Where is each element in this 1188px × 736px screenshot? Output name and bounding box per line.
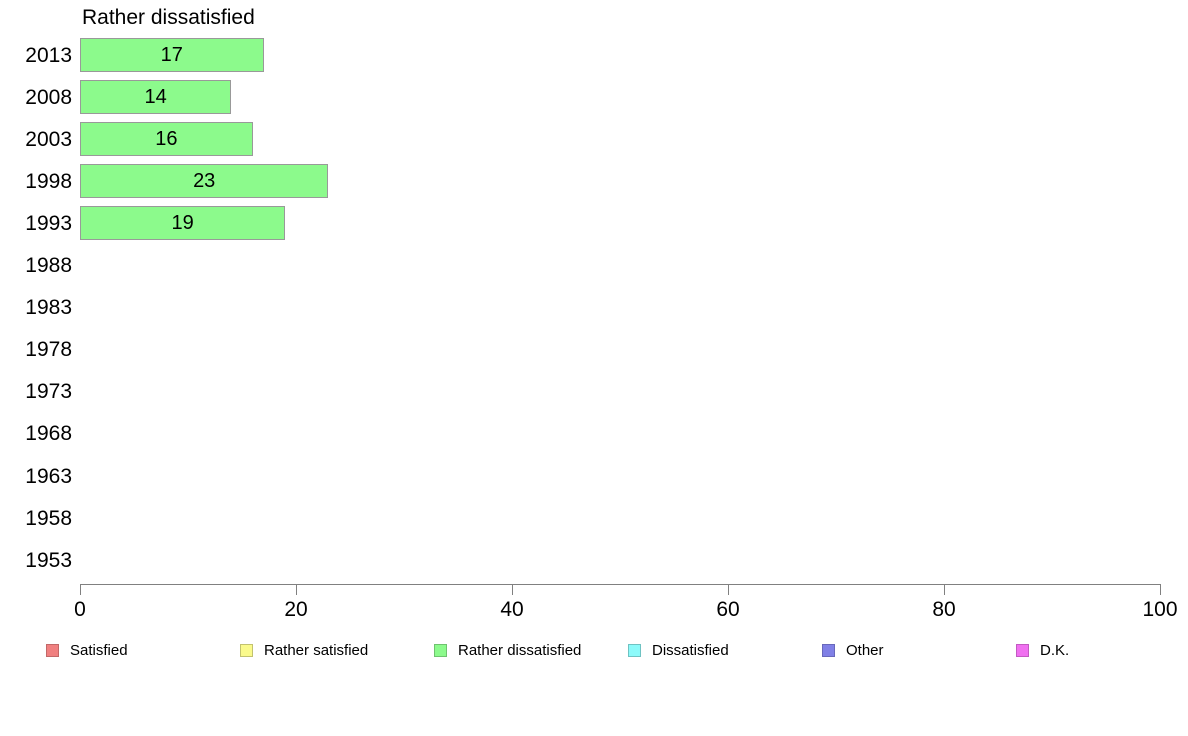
legend-item-d-k: D.K. — [1016, 642, 1070, 659]
bar-value-label: 19 — [171, 211, 194, 234]
y-axis-label: 1998 — [25, 169, 72, 193]
x-axis-tick-label: 0 — [74, 598, 86, 621]
legend-item-dissatisfied: Dissatisfied — [628, 642, 729, 659]
legend-item-satisfied: Satisfied — [46, 642, 128, 659]
x-axis-tick-label: 80 — [932, 598, 956, 621]
x-axis-tick-label: 60 — [716, 598, 740, 621]
legend-swatch — [1016, 644, 1029, 657]
bar-value-label: 14 — [144, 85, 167, 108]
y-axis-label: 1963 — [25, 464, 72, 488]
y-axis-label: 1968 — [25, 422, 72, 446]
x-axis-tick — [728, 584, 729, 595]
legend-item-rather-satisfied: Rather satisfied — [240, 642, 369, 659]
bar: 16 — [80, 122, 253, 157]
y-axis-label: 1983 — [25, 296, 72, 320]
x-axis-tick — [512, 584, 513, 595]
bar-value-label: 17 — [160, 43, 183, 66]
y-axis-label: 2008 — [25, 85, 72, 109]
legend-swatch — [434, 644, 447, 657]
x-axis-line — [80, 584, 1160, 585]
legend-item-rather-dissatisfied: Rather dissatisfied — [434, 642, 582, 659]
legend-swatch — [822, 644, 835, 657]
x-axis-tick — [296, 584, 297, 595]
legend-swatch — [46, 644, 59, 657]
x-axis-tick-label: 100 — [1142, 598, 1178, 621]
bar-value-label: 23 — [193, 169, 216, 192]
legend-label: Satisfied — [70, 642, 128, 659]
x-axis-tick-label: 40 — [500, 598, 524, 621]
y-axis-label: 1973 — [25, 380, 72, 404]
y-axis-label: 2003 — [25, 127, 72, 151]
legend-label: Other — [846, 642, 884, 659]
legend-swatch — [240, 644, 253, 657]
bar: 19 — [80, 206, 286, 241]
x-axis-tick — [1160, 584, 1161, 595]
legend-swatch — [628, 644, 641, 657]
y-axis-label: 1958 — [25, 506, 72, 530]
x-axis-tick-label: 20 — [284, 598, 308, 621]
bar: 17 — [80, 38, 264, 72]
y-axis-label: 1978 — [25, 338, 72, 362]
legend-label: D.K. — [1040, 642, 1070, 659]
bar: 14 — [80, 80, 232, 115]
legend-label: Rather dissatisfied — [458, 642, 582, 659]
bar: 23 — [80, 164, 329, 199]
legend-item-other: Other — [822, 642, 884, 659]
y-axis-label: 1988 — [25, 254, 72, 277]
x-axis-tick — [80, 584, 81, 595]
legend-label: Dissatisfied — [652, 642, 729, 659]
y-axis-label: 2013 — [25, 43, 72, 67]
y-axis-label: 1953 — [25, 548, 72, 572]
bar-value-label: 16 — [155, 127, 178, 150]
x-axis-tick — [944, 584, 945, 595]
chart-title: Rather dissatisfied — [82, 6, 255, 29]
y-axis-label: 1993 — [25, 211, 72, 235]
legend-label: Rather satisfied — [264, 642, 369, 659]
